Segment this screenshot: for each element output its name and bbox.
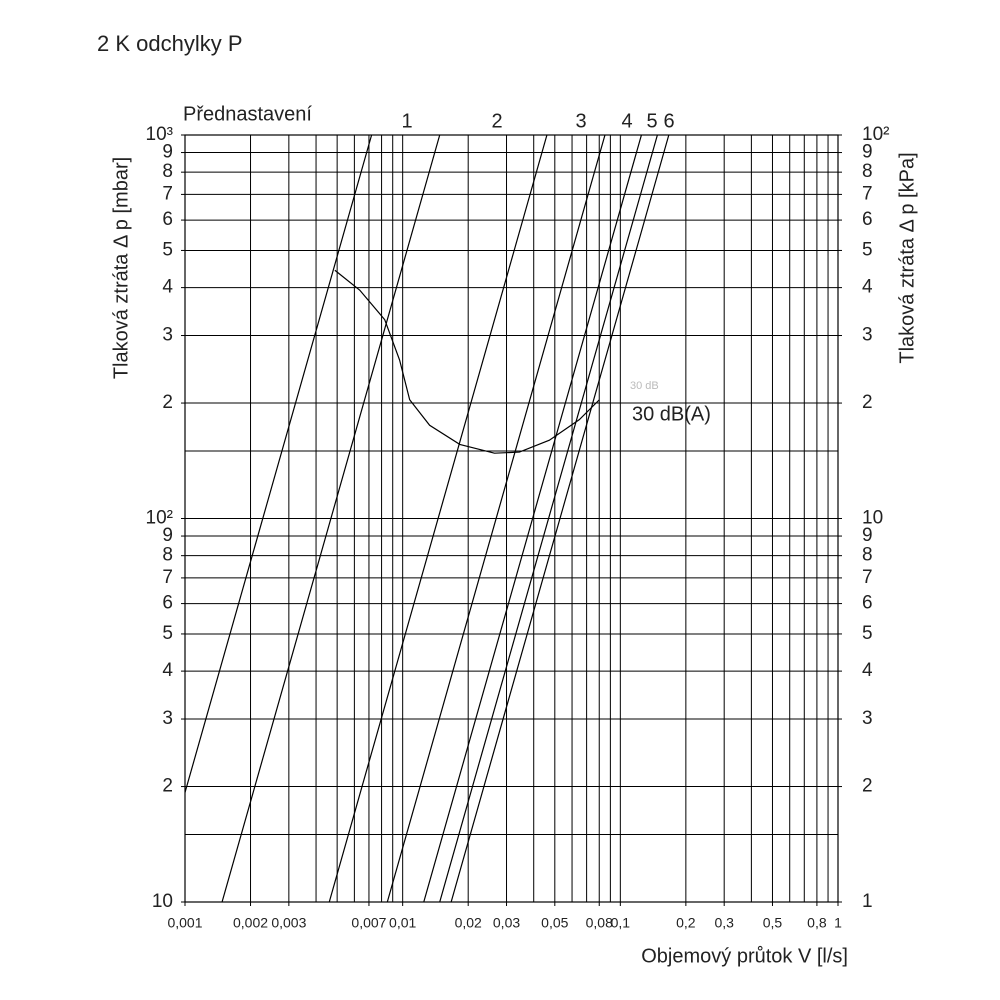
- preset-label: 3: [575, 110, 586, 132]
- y2-tick-label: 7: [862, 183, 873, 204]
- x-tick-label: 0,2: [676, 915, 696, 931]
- y2-tick-label: 1: [862, 891, 873, 912]
- x-tick-label: 0,003: [271, 915, 306, 931]
- y2-tick-label: 6: [862, 593, 873, 614]
- pressure-line: [386, 135, 606, 902]
- x-tick-label: 0,001: [167, 915, 202, 931]
- plot-border: [184, 134, 839, 903]
- y2-tick-label: 3: [862, 325, 873, 346]
- y2-tick-label: 8: [862, 161, 873, 182]
- y-axis-title: Tlaková ztráta Δ p [mbar]: [110, 157, 132, 379]
- y2-tick-label: 7: [862, 567, 873, 588]
- y2-tick-label: 2: [862, 392, 873, 413]
- y-tick-label: 9: [162, 142, 173, 163]
- x-tick-label: 0,1: [611, 915, 631, 931]
- y-tick-label: 3: [162, 708, 173, 729]
- y-tick-label: 6: [162, 209, 173, 230]
- y-tick-label: 6: [162, 593, 173, 614]
- y-tick-label: 10³: [146, 124, 173, 145]
- preset-label: 6: [663, 110, 674, 132]
- x-tick-label: 0,5: [763, 915, 783, 931]
- y2-tick-label: 10²: [862, 124, 889, 145]
- y2-tick-label: 9: [862, 142, 873, 163]
- noise-label: 30 dB(A): [632, 403, 711, 425]
- x-tick-label: 0,08: [586, 915, 613, 931]
- x-tick-label: 0,3: [714, 915, 734, 931]
- y2-tick-label: 5: [862, 239, 873, 260]
- noise-faint-label: 30 dB: [630, 380, 659, 392]
- y2-tick-label: 4: [862, 277, 873, 298]
- y-tick-label: 5: [162, 623, 173, 644]
- y-tick-label: 10²: [146, 508, 173, 529]
- y-tick-label: 2: [162, 776, 173, 797]
- x-tick-label: 0,8: [807, 915, 827, 931]
- x-tick-label: 0,02: [455, 915, 482, 931]
- y2-tick-label: 4: [862, 660, 873, 681]
- y2-axis-title: Tlaková ztráta Δ p [kPa]: [896, 152, 918, 363]
- x-axis-title: Objemový průtok V [l/s]: [641, 945, 848, 967]
- y-tick-label: 3: [162, 325, 173, 346]
- y-tick-label: 4: [162, 277, 173, 298]
- pressure-line: [450, 135, 670, 902]
- pressure-line: [439, 135, 658, 902]
- x-tick-label: 0,01: [389, 915, 416, 931]
- y2-tick-label: 10: [862, 508, 883, 529]
- y2-tick-label: 2: [862, 776, 873, 797]
- pressure-line: [221, 135, 441, 902]
- preset-label: 5: [646, 110, 657, 132]
- pressure-line: [185, 135, 373, 793]
- y2-tick-label: 5: [862, 623, 873, 644]
- preset-label: 1: [401, 110, 412, 132]
- y2-tick-label: 6: [862, 209, 873, 230]
- x-tick-label: 0,05: [541, 915, 568, 931]
- y-tick-label: 8: [162, 161, 173, 182]
- preset-label: 2: [491, 110, 502, 132]
- y-tick-label: 10: [152, 891, 173, 912]
- x-tick-label: 0,002: [233, 915, 268, 931]
- y-tick-label: 4: [162, 660, 173, 681]
- plot: [185, 135, 670, 902]
- chart-title: 2 K odchylky P: [97, 31, 243, 56]
- y-tick-label: 8: [162, 545, 173, 566]
- x-tick-label: 0,03: [493, 915, 520, 931]
- y-tick-label: 9: [162, 525, 173, 546]
- pressure-line: [328, 135, 548, 902]
- preset-label: 4: [621, 110, 632, 132]
- x-tick-label: 0,007: [351, 915, 386, 931]
- pressure-line: [423, 135, 643, 902]
- y-tick-label: 5: [162, 239, 173, 260]
- y2-tick-label: 3: [862, 708, 873, 729]
- y-tick-label: 7: [162, 183, 173, 204]
- y-tick-label: 7: [162, 567, 173, 588]
- y2-tick-label: 8: [862, 545, 873, 566]
- x-tick-label: 1: [834, 915, 842, 931]
- preset-title: Přednastavení: [183, 103, 312, 125]
- y2-tick-label: 9: [862, 525, 873, 546]
- y-tick-label: 2: [162, 392, 173, 413]
- noise-curve: [334, 269, 600, 454]
